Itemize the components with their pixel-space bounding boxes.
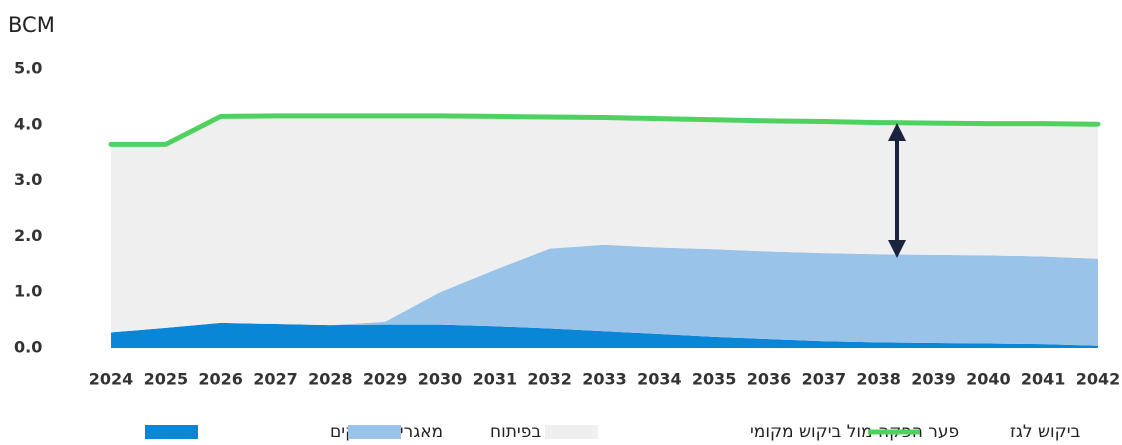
legend-swatch [348,425,401,439]
y-tick-label: 2.0 [14,226,42,245]
area [111,115,1098,333]
x-tick-label: 2027 [253,370,298,389]
x-tick-label: 2037 [802,370,847,389]
x-tick-label: 2039 [911,370,956,389]
y-tick-label: 0.0 [14,338,42,357]
x-tick-label: 2028 [308,370,353,389]
gap-arrow [888,123,906,258]
plot-area [108,113,1101,348]
legend-label: ביקוש לגז [1010,422,1080,442]
x-tick-label: 2040 [966,370,1011,389]
y-axis-label: BCM [8,13,55,37]
y-tick-label: 1.0 [14,282,42,301]
y-tick-label: 3.0 [14,170,42,189]
x-tick-label: 2041 [1021,370,1066,389]
x-tick-label: 2033 [582,370,627,389]
legend-label: פער הפקה מול ביקוש מקומי [750,422,959,442]
x-tick-label: 2038 [856,370,901,389]
x-tick-label: 2030 [418,370,463,389]
y-tick-label: 5.0 [14,59,42,78]
x-tick-label: 2029 [363,370,408,389]
area [111,322,1098,348]
x-tick-label: 2036 [747,370,792,389]
x-tick-label: 2026 [198,370,243,389]
area [111,244,1098,346]
legend-swatch [545,425,598,439]
x-tick-label: 2024 [89,370,134,389]
x-tick-label: 2034 [637,370,682,389]
y-tick-label: 4.0 [14,114,42,133]
x-tick-label: 2042 [1076,370,1121,389]
legend-label: בפיתוח [490,422,541,442]
x-tick-label: 2035 [692,370,737,389]
legend-swatch [145,425,198,439]
x-tick-label: 2031 [473,370,518,389]
line [108,113,1101,147]
x-tick-label: 2025 [144,370,189,389]
x-tick-label: 2032 [527,370,572,389]
